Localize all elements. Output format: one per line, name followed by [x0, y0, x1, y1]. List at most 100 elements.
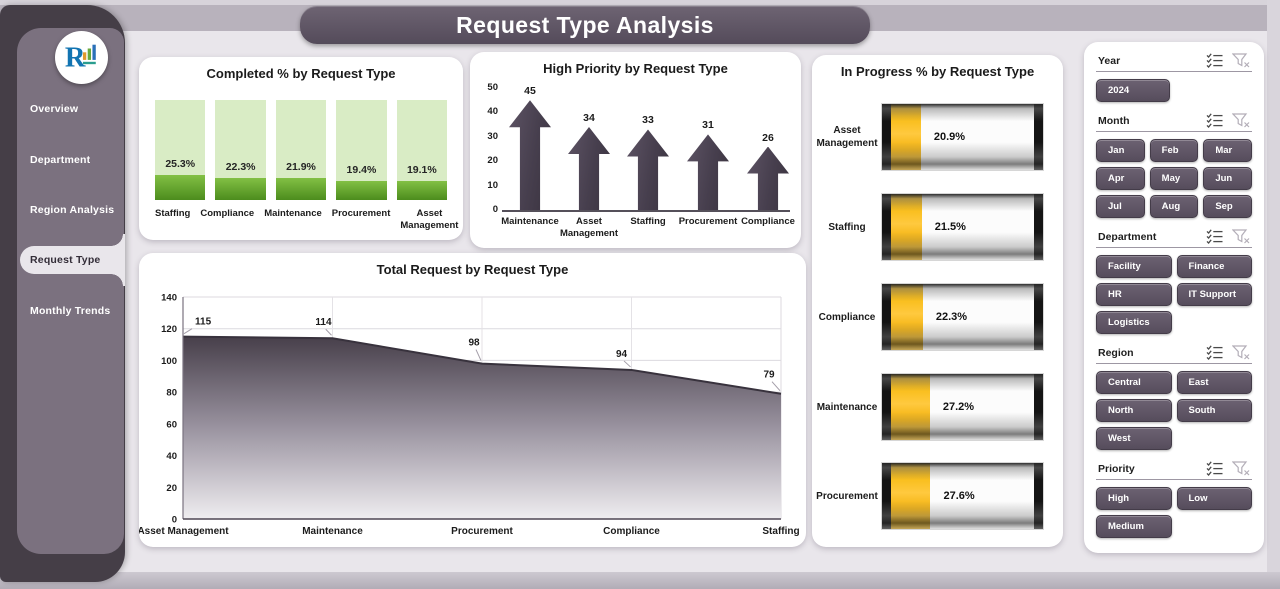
bar-value-label: 21.9%	[286, 161, 316, 174]
bar-compliance[interactable]: 22.3%	[215, 100, 266, 200]
page-title: Request Type Analysis	[300, 6, 870, 44]
multi-select-icon[interactable]	[1206, 345, 1223, 360]
arrow-value-label: 45	[524, 85, 536, 98]
clear-filter-icon[interactable]	[1232, 461, 1250, 476]
arrow-asset-management[interactable]	[568, 127, 610, 210]
top-edge-strip	[0, 0, 1280, 5]
svg-text:Maintenance: Maintenance	[302, 526, 363, 537]
battery-maintenance[interactable]: 27.2%	[882, 374, 1043, 440]
battery-compliance[interactable]: 22.3%	[882, 284, 1043, 350]
battery-staffing[interactable]: 21.5%	[882, 194, 1043, 260]
bar-maintenance[interactable]: 21.9%	[275, 100, 327, 200]
y-axis-tick-label: 0	[492, 204, 498, 215]
battery-cap-left	[882, 194, 891, 260]
bar-fill	[215, 177, 266, 200]
slicer-button-south[interactable]: South	[1176, 399, 1252, 422]
sidebar-item-request-type[interactable]: Request Type	[20, 246, 125, 274]
bar-fill	[336, 180, 387, 200]
sidebar-item-department[interactable]: Department	[30, 154, 91, 166]
battery-fill	[891, 284, 923, 350]
multi-select-icon[interactable]	[1206, 229, 1223, 244]
slicer-button-hr[interactable]: HR	[1096, 283, 1172, 306]
bar-procurement[interactable]: 19.4%	[336, 100, 387, 200]
arrow-staffing[interactable]	[627, 129, 669, 210]
slicer-panel: Year 2024 Month Jan Feb Mar Apr May Jun Jul Aug Sep…	[1084, 42, 1264, 553]
battery-cap-left	[882, 104, 891, 170]
sidebar-item-monthly-trends[interactable]: Monthly Trends	[30, 305, 111, 317]
slicer-header-priority: Priority	[1096, 460, 1252, 476]
slicer-button-2024[interactable]: 2024	[1096, 79, 1170, 102]
slicer-button-facility[interactable]: Facility	[1096, 255, 1172, 278]
slicer-button-may[interactable]: May	[1149, 167, 1199, 190]
slicer-panel-body: Year 2024 Month Jan Feb Mar Apr May Jun Jul Aug Sep…	[1096, 52, 1252, 538]
slicer-button-apr[interactable]: Apr	[1096, 167, 1145, 190]
clear-filter-icon[interactable]	[1232, 345, 1250, 360]
slicer-button-jun[interactable]: Jun	[1203, 167, 1252, 190]
arrow-category-label: Staffing	[630, 216, 666, 227]
bar-value-label: 25.3%	[165, 157, 196, 170]
bar-asset-management[interactable]: 19.1%	[396, 100, 448, 200]
multi-select-icon[interactable]	[1206, 53, 1223, 68]
battery-cap-right	[1034, 374, 1043, 440]
slicer-button-west[interactable]: West	[1096, 427, 1172, 450]
high-priority-chart-title: High Priority by Request Type	[543, 61, 728, 76]
completed-bars: 25.3% 22.3% 21.9% 19.4% 19.1%	[155, 100, 448, 200]
svg-text:79: 79	[763, 370, 775, 381]
battery-category-label: Procurement	[816, 490, 878, 502]
slicer-button-east[interactable]: East	[1176, 371, 1252, 394]
battery-value-label: 21.5%	[934, 221, 966, 233]
battery-cap-right	[1034, 104, 1043, 170]
arrow-maintenance[interactable]	[509, 100, 551, 210]
arrow-compliance[interactable]	[747, 146, 789, 210]
slicer-options-month: Jan Feb Mar Apr May Jun Jul Aug Sep	[1096, 139, 1252, 218]
slicer-button-medium[interactable]: Medium	[1096, 515, 1172, 538]
slicer-button-feb[interactable]: Feb	[1149, 139, 1199, 162]
slicer-separator	[1096, 363, 1252, 364]
clear-filter-icon[interactable]	[1232, 113, 1250, 128]
slicer-button-low[interactable]: Low	[1176, 487, 1252, 510]
slicer-button-central[interactable]: Central	[1096, 371, 1172, 394]
slicer-header-region: Region	[1096, 344, 1252, 360]
slicer-button-logistics[interactable]: Logistics	[1096, 311, 1172, 334]
svg-text:140: 140	[161, 293, 177, 304]
sidebar-item-region-analysis[interactable]: Region Analysis	[30, 204, 115, 216]
svg-text:20: 20	[166, 483, 177, 494]
slicer-section-priority: Priority High Low Medium	[1096, 460, 1252, 538]
slicer-button-jan[interactable]: Jan	[1096, 139, 1145, 162]
slicer-button-sep[interactable]: Sep	[1203, 195, 1252, 218]
y-axis-tick-label: 30	[487, 130, 498, 142]
slicer-button-north[interactable]: North	[1096, 399, 1172, 422]
battery-procurement[interactable]: 27.6%	[882, 463, 1043, 529]
slicer-button-mar[interactable]: Mar	[1203, 139, 1252, 162]
arrow-category-label: Procurement	[678, 216, 738, 227]
active-tab-curve-top	[111, 234, 125, 246]
bar-category-label: Asset Management	[400, 208, 459, 231]
clear-filter-icon[interactable]	[1232, 53, 1250, 68]
slicer-button-aug[interactable]: Aug	[1149, 195, 1199, 218]
bar-staffing[interactable]: 25.3%	[155, 100, 206, 200]
total-request-chart-title: Total Request by Request Type	[376, 262, 569, 277]
bar-category-label: Procurement	[331, 208, 391, 219]
battery-cap-left	[882, 463, 891, 529]
bar-fill	[396, 180, 448, 200]
arrow-procurement[interactable]	[687, 134, 729, 210]
slicer-button-it-support[interactable]: IT Support	[1176, 283, 1252, 306]
slicer-button-finance[interactable]: Finance	[1176, 255, 1252, 278]
slicer-button-high[interactable]: High	[1096, 487, 1172, 510]
bar-category-label: Maintenance	[264, 208, 322, 219]
slicer-header-department: Department	[1096, 228, 1252, 244]
multi-select-icon[interactable]	[1206, 113, 1223, 128]
battery-fill	[891, 374, 930, 440]
battery-asset-management[interactable]: 20.9%	[882, 104, 1043, 170]
arrow-value-label: 33	[642, 114, 654, 127]
multi-select-icon[interactable]	[1206, 461, 1223, 476]
svg-text:40: 40	[166, 451, 177, 462]
slicer-button-jul[interactable]: Jul	[1096, 195, 1145, 218]
completed-chart-card: Completed % by Request Type 25.3% 22.3% 21…	[139, 57, 463, 240]
battery-category-label: Maintenance	[816, 401, 878, 413]
sidebar-item-overview[interactable]: Overview	[30, 103, 79, 115]
area-series[interactable]: 0 20 40 60 80 100 120 140 Asset Management Mainte…	[139, 253, 806, 547]
completed-categories: Staffing Compliance Maintenance Procurement…	[155, 208, 458, 232]
clear-filter-icon[interactable]	[1232, 229, 1250, 244]
